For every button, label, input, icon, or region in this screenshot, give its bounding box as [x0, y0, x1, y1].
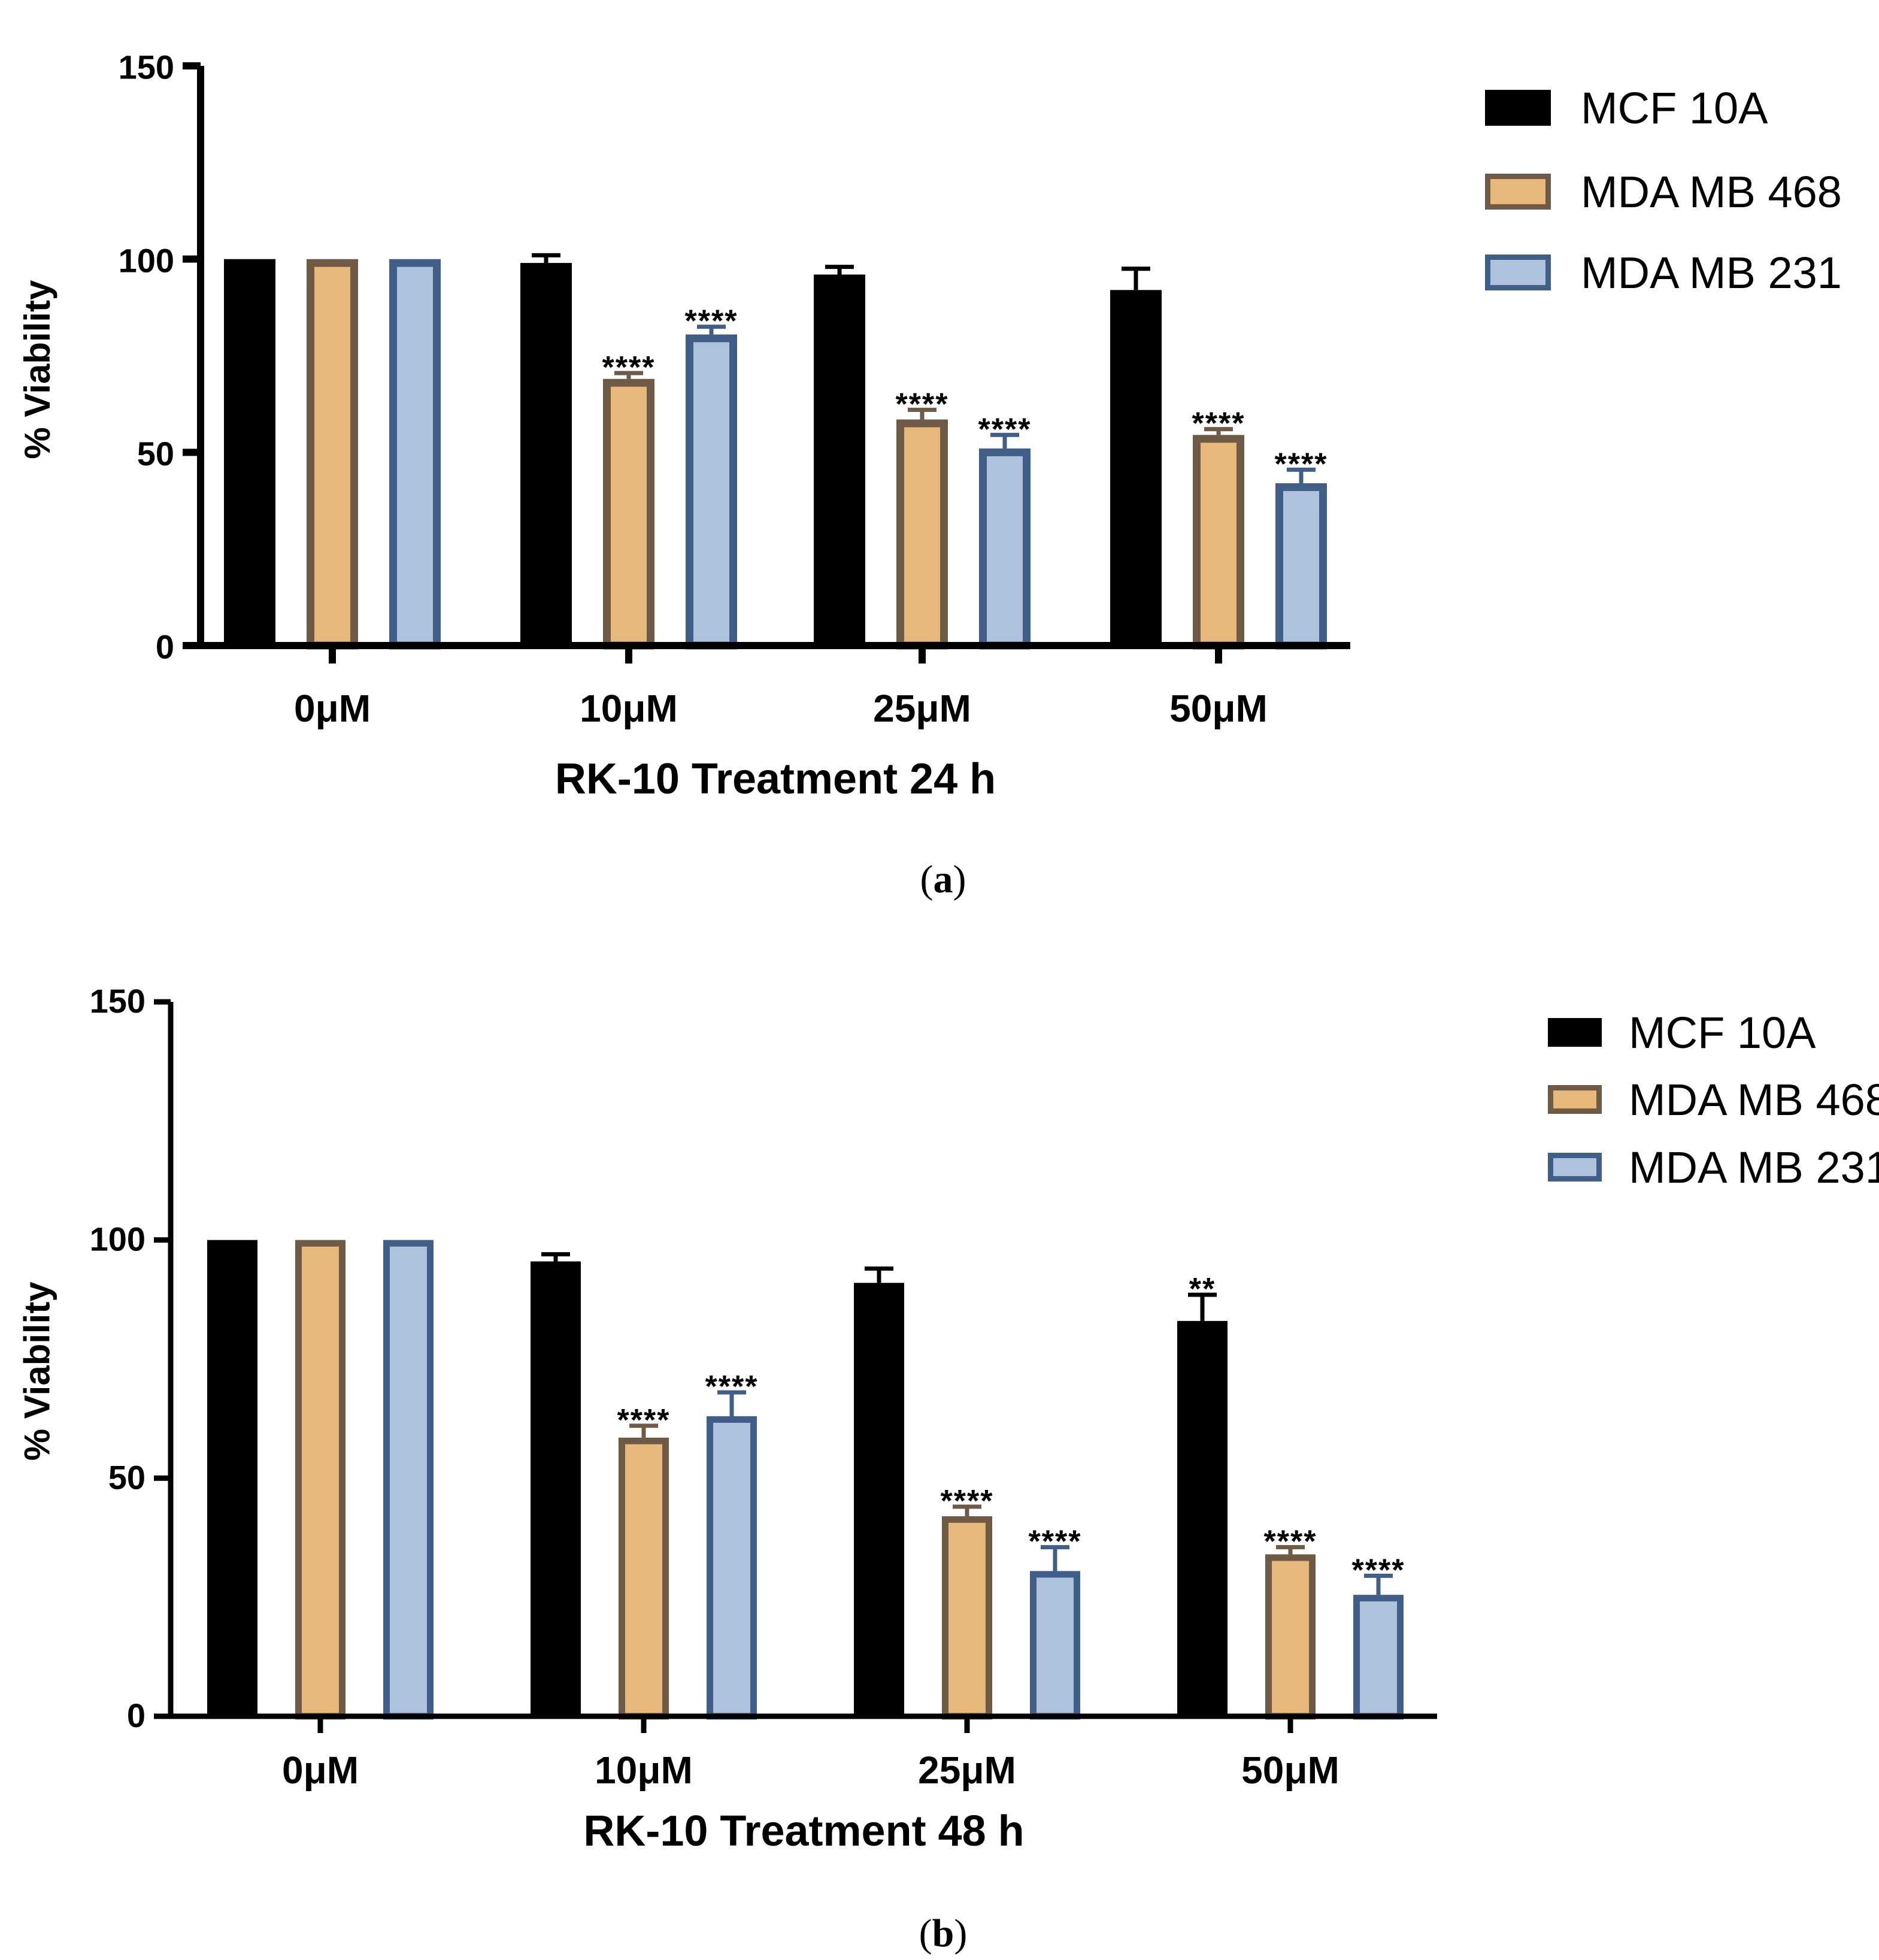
bar-mda-mb-231-1: [686, 334, 737, 650]
significance-label: ****: [1264, 1525, 1317, 1559]
x-category-label: 10μM: [580, 687, 678, 730]
chart-a: **** **** **** **** **** **** 0 50 100 150 0μM 10μM…: [17, 49, 1842, 901]
y-tick-label: 0: [127, 1697, 146, 1734]
legend-label: MDA MB 468: [1629, 1075, 1879, 1125]
y-tick-label: 50: [108, 1458, 146, 1496]
legend-swatch: [1485, 255, 1551, 290]
legend-swatch: [1548, 1085, 1602, 1114]
panel-label: (b): [919, 1911, 968, 1955]
significance-label: ****: [617, 1403, 671, 1438]
panel-label-paren: (: [920, 858, 934, 901]
bar-mcf-10a-1: [520, 263, 572, 646]
bar-mda-mb-468-3: [1193, 435, 1244, 650]
y-tick-label: 0: [156, 628, 174, 666]
bar-mcf-10a-2: [854, 1283, 904, 1716]
y-axis-title: % Viability: [17, 1282, 57, 1461]
legend-label: MDA MB 468: [1581, 167, 1842, 217]
x-axis-title: RK-10 Treatment 24 h: [555, 755, 996, 803]
significance-label: ****: [602, 350, 656, 385]
y-tick-label: 150: [90, 982, 146, 1020]
bar-mda-mb-468-3: [1265, 1554, 1316, 1720]
bar-mda-mb-468-2: [896, 419, 948, 650]
panel-label-paren: ): [954, 1911, 967, 1955]
legend-swatch: [1548, 1153, 1602, 1182]
bar-mda-mb-468-1: [603, 378, 654, 650]
bar-mcf-10a-3: [1177, 1320, 1228, 1716]
bar-mda-mb-231-3: [1275, 483, 1327, 650]
bar-mda-mb-231-2: [1030, 1571, 1080, 1720]
bar-mcf-10a-2: [814, 274, 865, 646]
legend-label: MDA MB 231: [1581, 248, 1842, 298]
significance-label: ****: [1352, 1553, 1405, 1588]
bar-mcf-10a-1: [531, 1261, 581, 1716]
bar-mda-mb-231-1: [707, 1416, 757, 1720]
significance-label: ****: [978, 412, 1032, 447]
bar-mda-mb-231-3: [1353, 1595, 1404, 1720]
bar-mcf-10a-0: [224, 259, 275, 646]
significance-label: ****: [705, 1370, 759, 1404]
panel-label-letter: b: [932, 1911, 954, 1955]
significance-label: ****: [1029, 1525, 1082, 1559]
bar-mcf-10a-0: [207, 1240, 257, 1716]
legend-swatch: [1548, 1018, 1602, 1047]
y-tick-label: 50: [137, 435, 174, 472]
bar-mda-mb-468-0: [295, 1240, 346, 1720]
legend-label: MCF 10A: [1629, 1008, 1816, 1058]
panel-label: (a): [920, 858, 966, 901]
significance-label: ****: [896, 387, 949, 422]
x-category-label: 10μM: [595, 1749, 693, 1792]
legend-label: MCF 10A: [1581, 83, 1768, 133]
y-tick-label: 100: [119, 241, 174, 279]
x-category-label: 0μM: [294, 687, 371, 730]
bar-mcf-10a-3: [1110, 290, 1162, 646]
significance-label: ****: [1275, 447, 1328, 481]
significance-label: ****: [685, 304, 738, 339]
x-category-label: 50μM: [1241, 1749, 1339, 1792]
panel-label-letter: a: [934, 858, 953, 901]
legend-label: MDA MB 231: [1629, 1143, 1879, 1192]
y-tick-label: 150: [119, 49, 174, 86]
bar-mda-mb-231-0: [389, 259, 441, 650]
x-category-label: 50μM: [1169, 687, 1268, 730]
x-category-label: 25μM: [873, 687, 971, 730]
significance-label: **: [1189, 1272, 1216, 1307]
legend-swatch: [1485, 174, 1551, 210]
x-axis-title: RK-10 Treatment 48 h: [583, 1807, 1024, 1855]
significance-label: ****: [1192, 407, 1245, 441]
y-tick-label: 100: [90, 1220, 146, 1258]
y-axis-title: % Viability: [17, 280, 57, 459]
bar-mda-mb-468-2: [942, 1516, 992, 1720]
bar-mda-mb-231-0: [383, 1240, 434, 1720]
panel-label-paren: ): [953, 858, 966, 901]
bar-mda-mb-231-2: [979, 448, 1031, 650]
x-category-label: 0μM: [282, 1749, 359, 1792]
x-category-label: 25μM: [918, 1749, 1016, 1792]
panel-label-paren: (: [919, 1911, 932, 1955]
significance-label: ****: [941, 1484, 994, 1519]
bar-mda-mb-468-1: [619, 1437, 669, 1720]
bar-mda-mb-468-0: [307, 259, 358, 650]
legend-swatch: [1485, 90, 1551, 126]
